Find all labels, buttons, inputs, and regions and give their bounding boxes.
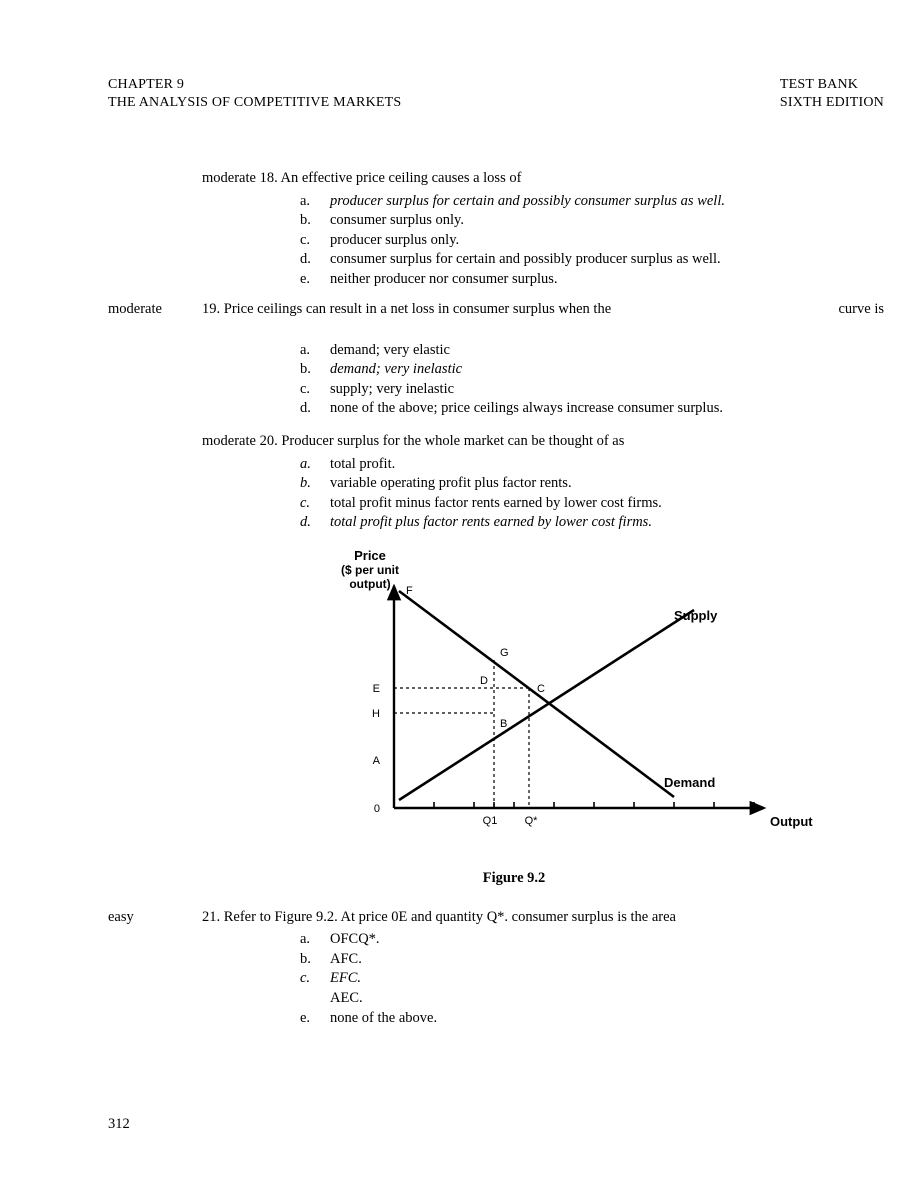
svg-text:A: A <box>373 755 381 767</box>
content: moderate 18. An effective price ceiling … <box>108 169 884 1027</box>
option-letter: a. <box>300 192 330 211</box>
question-block: moderate 18. An effective price ceiling … <box>108 169 884 288</box>
option-list: a.producer surplus for certain and possi… <box>300 192 884 289</box>
option-list: a.demand; very elasticb.demand; very ine… <box>300 341 884 418</box>
option-row: c.EFC. <box>300 969 884 988</box>
option-text: demand; very inelastic <box>330 360 884 379</box>
option-row: d.none of the above; price ceilings alwa… <box>300 399 884 418</box>
option-letter: c. <box>300 231 330 250</box>
question-stem-row: moderate 18. An effective price ceiling … <box>108 169 884 188</box>
option-text: OFCQ*. <box>330 930 884 949</box>
option-list: a.total profit.b.variable operating prof… <box>300 455 884 532</box>
question-stem: moderate 20. Producer surplus for the wh… <box>202 432 884 451</box>
option-row: a.OFCQ*. <box>300 930 884 949</box>
option-row: a.producer surplus for certain and possi… <box>300 192 884 211</box>
option-text: none of the above; price ceilings always… <box>330 399 884 418</box>
option-row: c.producer surplus only. <box>300 231 884 250</box>
option-text: total profit minus factor rents earned b… <box>330 494 884 513</box>
svg-text:($ per unit: ($ per unit <box>341 563 399 577</box>
svg-text:Q1: Q1 <box>483 815 498 827</box>
option-text: none of the above. <box>330 1009 884 1028</box>
option-row: b.variable operating profit plus factor … <box>300 474 884 493</box>
option-text: total profit. <box>330 455 884 474</box>
question-stem-tail: curve is <box>809 300 885 319</box>
option-letter: a. <box>300 341 330 360</box>
option-row: d.consumer surplus for certain and possi… <box>300 250 884 269</box>
option-list: a.OFCQ*.b.AFC.c.EFC.AEC.e.none of the ab… <box>300 930 884 1027</box>
question-stem-row: easy21. Refer to Figure 9.2. At price 0E… <box>108 908 884 927</box>
option-letter: c. <box>300 969 330 988</box>
question-block: moderate19. Price ceilings can result in… <box>108 300 884 418</box>
option-text: consumer surplus for certain and possibl… <box>330 250 884 269</box>
option-row: b.consumer surplus only. <box>300 211 884 230</box>
option-text: AEC. <box>330 989 884 1008</box>
header-right: TEST BANK SIXTH EDITION <box>780 76 884 111</box>
option-letter: d. <box>300 513 330 532</box>
option-text: demand; very elastic <box>330 341 884 360</box>
svg-text:B: B <box>500 718 507 730</box>
question-block: easy21. Refer to Figure 9.2. At price 0E… <box>108 908 884 1027</box>
option-letter: c. <box>300 494 330 513</box>
svg-text:H: H <box>372 708 380 720</box>
question-block: moderate 20. Producer surplus for the wh… <box>108 432 884 532</box>
option-letter: e. <box>300 270 330 289</box>
option-letter: b. <box>300 360 330 379</box>
option-text: EFC. <box>330 969 884 988</box>
option-row: d.total profit plus factor rents earned … <box>300 513 884 532</box>
option-letter: b. <box>300 950 330 969</box>
header-left: CHAPTER 9 THE ANALYSIS OF COMPETITIVE MA… <box>108 76 401 111</box>
option-letter: a. <box>300 930 330 949</box>
svg-text:G: G <box>500 647 509 659</box>
option-row: c.total profit minus factor rents earned… <box>300 494 884 513</box>
option-letter: b. <box>300 474 330 493</box>
question-stem-row: moderate19. Price ceilings can result in… <box>108 300 884 319</box>
option-row: AEC. <box>300 989 884 1008</box>
option-row: b.AFC. <box>300 950 884 969</box>
option-text: total profit plus factor rents earned by… <box>330 513 884 532</box>
option-letter: e. <box>300 1009 330 1028</box>
option-text: supply; very inelastic <box>330 380 884 399</box>
question-stem: moderate 18. An effective price ceiling … <box>202 169 884 188</box>
option-row: a.demand; very elastic <box>300 341 884 360</box>
option-letter: c. <box>300 380 330 399</box>
svg-text:Q*: Q* <box>525 815 539 827</box>
option-row: e.none of the above. <box>300 1009 884 1028</box>
svg-text:0: 0 <box>374 803 380 815</box>
difficulty-label: moderate <box>108 300 202 319</box>
option-row: c.supply; very inelastic <box>300 380 884 399</box>
option-letter: d. <box>300 399 330 418</box>
figure-9-2: Price($ per unitoutput) F G E D C H B A 0 Q1 Q* Supp… <box>324 548 844 854</box>
svg-text:output): output) <box>349 577 390 591</box>
svg-text:Demand: Demand <box>664 775 715 790</box>
page: CHAPTER 9 THE ANALYSIS OF COMPETITIVE MA… <box>0 0 920 1191</box>
svg-text:Price: Price <box>354 548 386 563</box>
option-letter: a. <box>300 455 330 474</box>
option-row: a.total profit. <box>300 455 884 474</box>
option-text: AFC. <box>330 950 884 969</box>
svg-text:F: F <box>406 585 413 597</box>
svg-text:Supply: Supply <box>674 608 718 623</box>
supply-demand-chart: Price($ per unitoutput) F G E D C H B A 0 Q1 Q* Supp… <box>324 548 844 848</box>
svg-text:D: D <box>480 675 488 687</box>
svg-text:Output: Output <box>770 814 813 829</box>
option-row: e.neither producer nor consumer surplus. <box>300 270 884 289</box>
option-text: producer surplus for certain and possibl… <box>330 192 884 211</box>
option-text: producer surplus only. <box>330 231 884 250</box>
option-text: consumer surplus only. <box>330 211 884 230</box>
difficulty-label: easy <box>108 908 202 927</box>
figure-caption: Figure 9.2 <box>324 869 704 888</box>
svg-text:C: C <box>537 683 545 695</box>
question-stem-row: moderate 20. Producer surplus for the wh… <box>108 432 884 451</box>
svg-text:E: E <box>373 683 380 695</box>
option-text: variable operating profit plus factor re… <box>330 474 884 493</box>
question-stem: 19. Price ceilings can result in a net l… <box>202 300 809 319</box>
question-stem: 21. Refer to Figure 9.2. At price 0E and… <box>202 908 884 927</box>
page-number: 312 <box>108 1116 130 1133</box>
option-text: neither producer nor consumer surplus. <box>330 270 884 289</box>
option-letter: b. <box>300 211 330 230</box>
option-row: b.demand; very inelastic <box>300 360 884 379</box>
option-letter: d. <box>300 250 330 269</box>
page-header: CHAPTER 9 THE ANALYSIS OF COMPETITIVE MA… <box>108 76 884 111</box>
